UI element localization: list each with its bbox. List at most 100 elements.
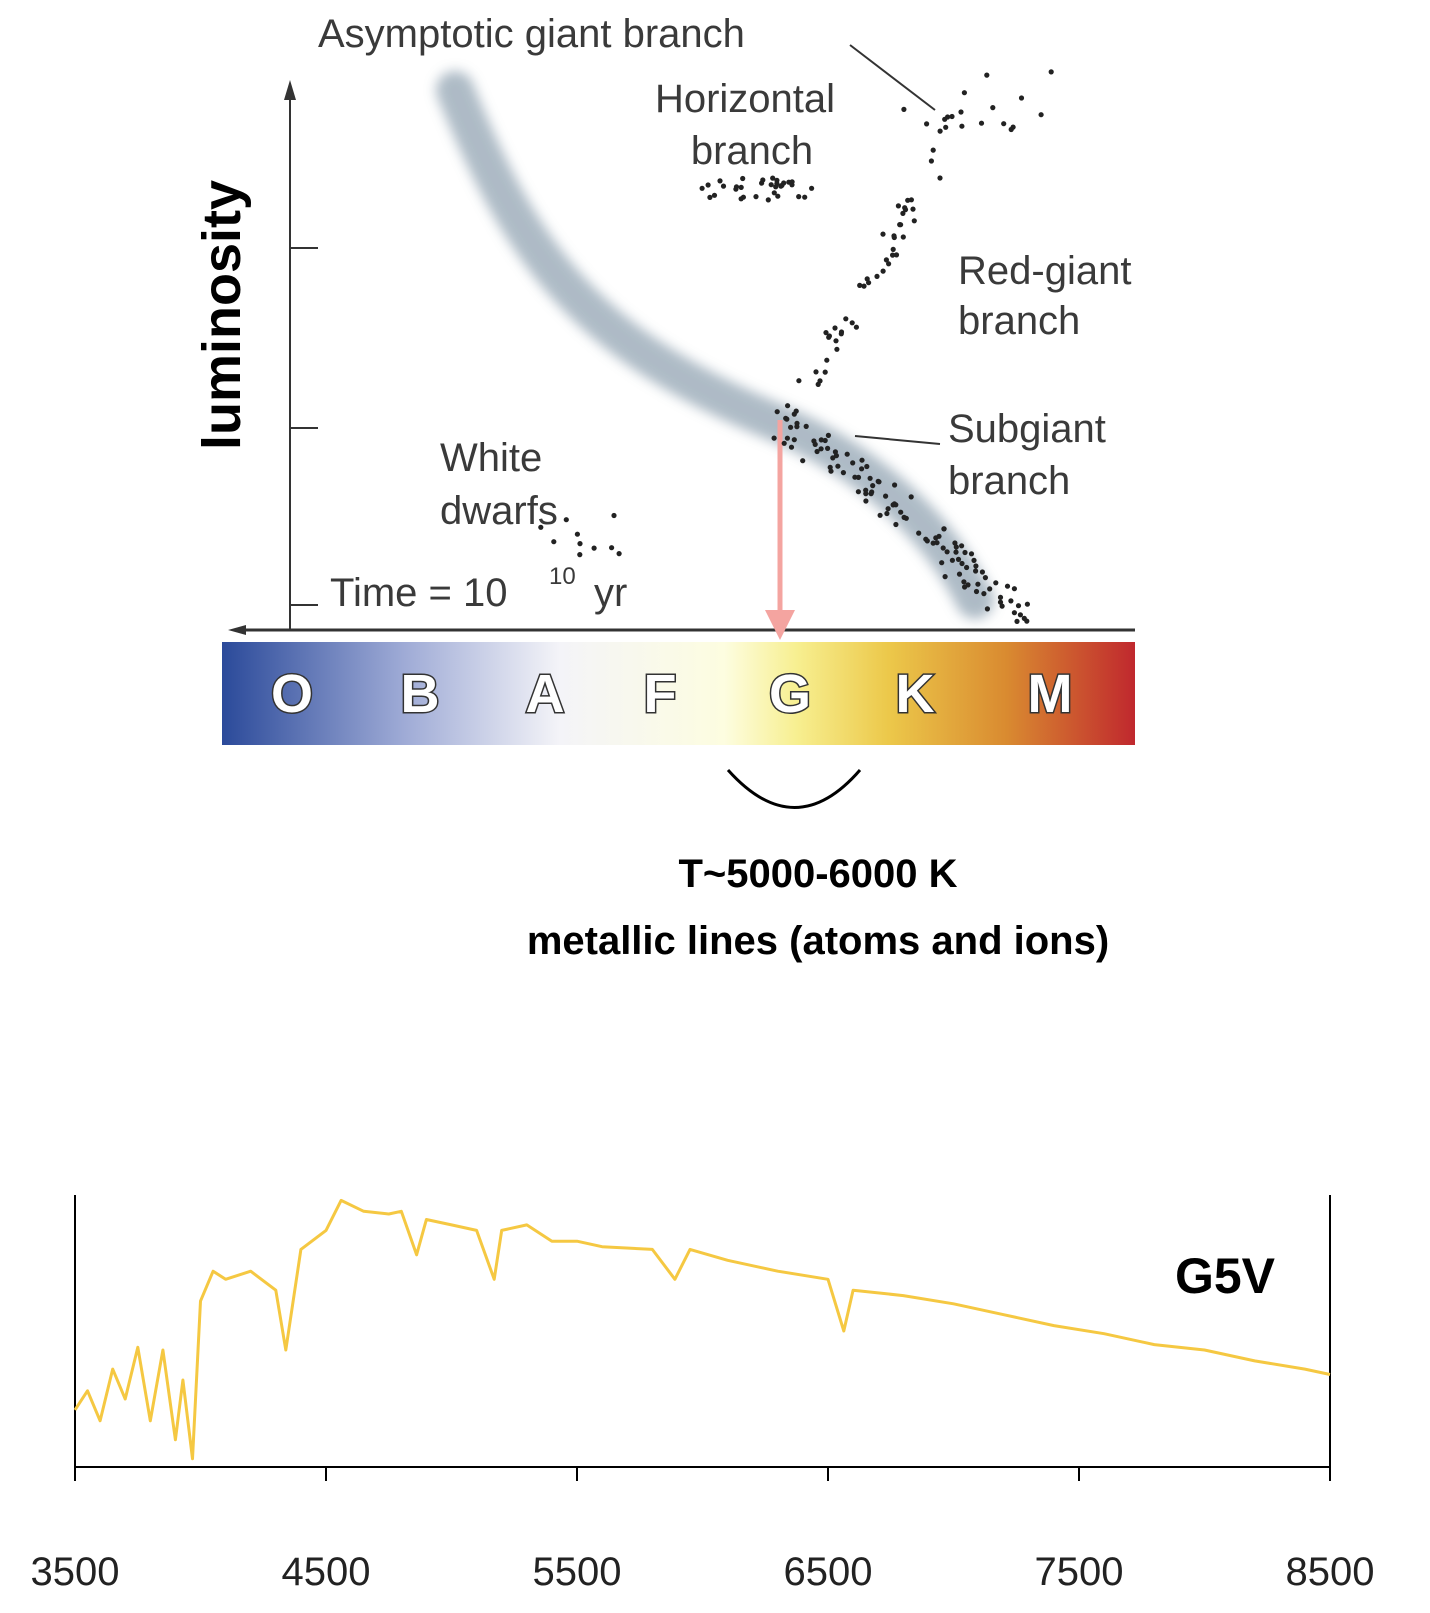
star-dot <box>699 185 705 191</box>
star-dot <box>902 205 908 211</box>
star-dot <box>574 531 581 537</box>
star-dot <box>930 147 936 153</box>
star-dot <box>814 448 820 455</box>
star-dot <box>864 276 870 282</box>
star-dot <box>973 568 979 574</box>
x-tick-label: 3500 <box>31 1550 120 1594</box>
star-dot <box>880 231 886 237</box>
caption: metallic lines (atoms and ions) <box>527 919 1109 963</box>
star-dot <box>982 575 989 581</box>
star-dot <box>711 192 718 198</box>
star-dot <box>765 197 771 203</box>
star-dot <box>803 423 809 429</box>
star-dot <box>863 491 869 497</box>
star-dot <box>771 190 777 196</box>
star-dot <box>981 591 987 597</box>
star-dot <box>740 175 746 182</box>
star-dot <box>707 194 713 200</box>
star-dot <box>849 320 855 326</box>
star-dot <box>768 182 774 188</box>
leader-line <box>854 435 941 445</box>
star-dot <box>959 560 965 567</box>
star-dot <box>930 540 936 546</box>
star-dot <box>868 491 874 497</box>
branch-label: Asymptotic giant branch <box>318 12 745 56</box>
star-dot <box>781 440 787 446</box>
star-dot <box>800 458 806 464</box>
star-dot <box>853 324 860 330</box>
x-axis-arrow <box>228 625 246 635</box>
leader-line <box>849 44 936 111</box>
time-exponent: 10 <box>549 563 576 590</box>
star-dot <box>855 489 862 495</box>
star-dot <box>965 582 971 588</box>
branch-label: dwarfs <box>440 489 558 533</box>
star-dot <box>955 556 962 563</box>
star-dot <box>538 524 544 530</box>
star-dot <box>883 257 890 263</box>
star-dot <box>990 105 996 111</box>
star-dot <box>895 203 902 209</box>
star-dot <box>720 183 727 189</box>
star-dot <box>892 482 898 488</box>
star-dot <box>999 603 1005 609</box>
star-dot <box>973 563 979 569</box>
star-dot <box>1010 124 1016 130</box>
star-dot <box>825 432 832 438</box>
star-dot <box>874 273 880 279</box>
star-dot <box>953 544 959 550</box>
star-dot <box>818 446 824 452</box>
star-dot <box>738 184 744 190</box>
y-axis-label: luminosity <box>192 180 252 450</box>
spectral-class: O <box>271 664 313 724</box>
star-dot <box>987 586 993 592</box>
star-dot <box>791 411 797 417</box>
star-dot <box>832 449 839 455</box>
star-dot <box>870 483 876 489</box>
spectral-color-bar <box>222 642 1135 745</box>
time-label: Time = 10 <box>330 571 507 615</box>
star-dot <box>911 218 917 224</box>
star-dot <box>979 569 986 575</box>
star-dot <box>942 116 948 122</box>
star-dot <box>900 234 906 240</box>
star-dot <box>861 283 867 289</box>
star-dot <box>781 180 787 186</box>
star-dot <box>898 222 904 228</box>
star-dot <box>609 545 615 551</box>
star-dot <box>823 330 829 336</box>
star-dot <box>883 493 889 499</box>
star-dots <box>538 69 1054 625</box>
star-dot <box>838 329 845 335</box>
annotation: G5V <box>1175 1248 1276 1304</box>
star-dot <box>971 557 977 564</box>
star-dot <box>822 437 828 444</box>
star-dot <box>978 120 985 126</box>
star-dot <box>997 594 1004 601</box>
star-dot <box>924 538 930 544</box>
star-dot <box>1048 69 1054 75</box>
star-dot <box>886 261 892 267</box>
star-dot <box>843 316 849 322</box>
star-dot <box>941 526 947 532</box>
star-dot <box>771 435 777 441</box>
star-dot <box>1008 598 1014 604</box>
star-dot <box>962 549 968 556</box>
star-dot <box>916 530 922 536</box>
caption: T~5000-6000 K <box>678 852 957 896</box>
star-dot <box>940 545 946 551</box>
star-dot <box>809 185 815 191</box>
star-dot <box>898 509 904 515</box>
star-dot <box>964 564 970 571</box>
star-dot <box>959 123 965 129</box>
star-dot <box>563 517 569 523</box>
x-tick-label: 4500 <box>282 1550 371 1594</box>
star-dot <box>760 177 766 183</box>
star-dot <box>900 210 906 216</box>
star-dot <box>993 580 999 586</box>
star-dot <box>973 588 980 595</box>
star-dot <box>775 193 781 199</box>
star-dot <box>774 181 780 187</box>
star-dot <box>788 444 795 450</box>
